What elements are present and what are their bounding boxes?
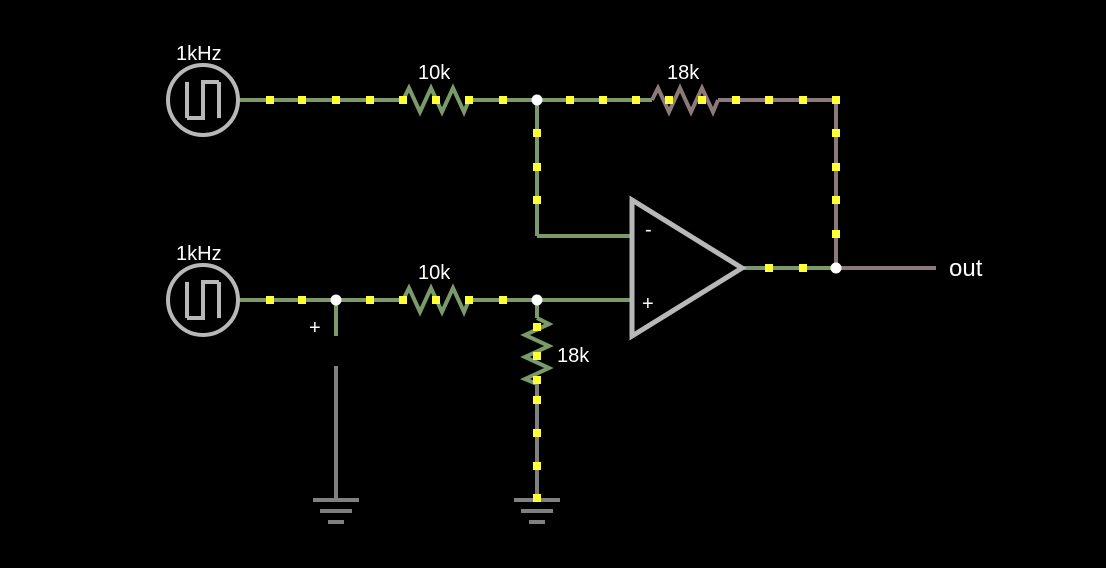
source-bottom-circle xyxy=(166,263,240,337)
node-bottom-left xyxy=(330,294,342,306)
opamp[interactable]: - + xyxy=(629,195,747,341)
source-top-circle xyxy=(166,63,240,137)
current-dot xyxy=(665,96,673,104)
current-dot xyxy=(533,462,541,470)
current-dot xyxy=(566,96,574,104)
opamp-triangle xyxy=(629,195,747,341)
current-dot xyxy=(832,96,840,104)
current-dot xyxy=(298,296,306,304)
node-bottom-mid xyxy=(531,294,543,306)
current-dot xyxy=(832,129,840,137)
signal-source-top[interactable] xyxy=(166,63,240,137)
current-dot xyxy=(465,296,473,304)
junction-nodes xyxy=(330,94,842,306)
resistor-feedback-label: 18k xyxy=(667,62,700,84)
resistor-top-input-label: 10k xyxy=(418,62,451,84)
current-dots xyxy=(266,96,840,502)
current-dot xyxy=(799,96,807,104)
current-dot xyxy=(332,96,340,104)
current-dot xyxy=(298,96,306,104)
wires xyxy=(238,98,936,500)
current-dot xyxy=(632,96,640,104)
current-dot xyxy=(533,196,541,204)
square-wave-icon xyxy=(187,80,219,120)
resistor-bottom-input-label: 10k xyxy=(418,262,451,284)
current-dot xyxy=(533,163,541,171)
current-dot xyxy=(399,96,407,104)
ground-right[interactable] xyxy=(514,498,560,524)
current-dot xyxy=(499,96,507,104)
ground-left[interactable] xyxy=(313,498,359,524)
current-dot xyxy=(832,163,840,171)
current-dot xyxy=(533,396,541,404)
current-dot xyxy=(432,296,440,304)
current-dot xyxy=(366,96,374,104)
square-wave-icon xyxy=(187,280,219,320)
current-dot xyxy=(533,323,541,331)
current-dot xyxy=(698,96,706,104)
node-output xyxy=(830,262,842,274)
signal-source-bottom[interactable] xyxy=(166,263,240,337)
resistor-feedback[interactable] xyxy=(650,83,720,117)
current-dot xyxy=(832,196,840,204)
current-dot xyxy=(366,296,374,304)
resistor-ground[interactable] xyxy=(520,316,554,386)
current-dot xyxy=(432,96,440,104)
current-dot xyxy=(799,264,807,272)
current-dot xyxy=(765,96,773,104)
current-dot xyxy=(266,96,274,104)
node-top-junction xyxy=(531,94,543,106)
current-dot xyxy=(533,352,541,360)
opamp-minus-label: - xyxy=(645,219,652,241)
current-dot xyxy=(465,96,473,104)
current-dot xyxy=(533,429,541,437)
current-dot xyxy=(533,129,541,137)
opamp-plus-label: + xyxy=(642,293,654,315)
current-dot xyxy=(732,96,740,104)
source-bottom-frequency-label: 1kHz xyxy=(176,243,222,265)
ground-source-sign: + xyxy=(309,317,321,339)
current-dot xyxy=(533,494,541,502)
resistor-ground-label: 18k xyxy=(557,345,590,367)
output-label[interactable]: out xyxy=(949,255,983,282)
current-dot xyxy=(832,230,840,238)
current-dot xyxy=(399,296,407,304)
current-dot xyxy=(599,96,607,104)
current-dot xyxy=(499,296,507,304)
source-top-frequency-label: 1kHz xyxy=(176,43,222,65)
current-dot xyxy=(266,296,274,304)
current-dot xyxy=(765,264,773,272)
current-dot xyxy=(533,376,541,384)
